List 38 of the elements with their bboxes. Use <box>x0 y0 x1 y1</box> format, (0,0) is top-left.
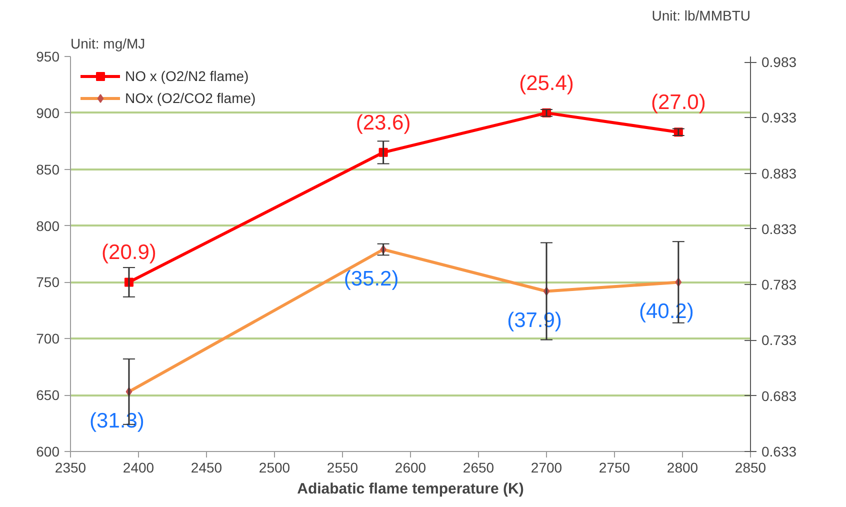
x-tick-label: 2400 <box>122 460 154 476</box>
y-tick-label: 850 <box>36 161 60 178</box>
y2-tick-label: 0.883 <box>762 165 797 182</box>
y2-axis-title: Unit: lb/MMBTU <box>652 8 751 24</box>
x-tick-label: 2800 <box>666 460 698 476</box>
annotation: (23.6) <box>356 111 411 134</box>
y-tick-label: 900 <box>36 104 60 121</box>
annotation: (35.2) <box>344 267 399 290</box>
y2-tick-label: 0.733 <box>762 332 797 348</box>
x-tick-label: 2700 <box>530 460 562 476</box>
y2-tick-label: 0.833 <box>762 220 797 237</box>
y2-tick-label: 0.783 <box>762 276 797 293</box>
y2-tick-label: 0.983 <box>762 54 797 70</box>
x-tick-label: 2350 <box>54 460 86 476</box>
x-tick-label: 2850 <box>734 460 766 476</box>
x-tick-label: 2500 <box>258 460 290 476</box>
y2-tick-label: 0.683 <box>762 388 797 404</box>
x-tick-label: 2550 <box>326 460 358 476</box>
y-tick-label: 950 <box>36 48 60 64</box>
legend-label: NO x (O2/N2 flame) <box>125 68 249 84</box>
y-tick-label: 800 <box>36 218 60 234</box>
x-tick-label: 2600 <box>394 460 426 476</box>
annotation: (31.3) <box>90 410 144 433</box>
y-axis-title: Unit: mg/MJ <box>70 36 146 52</box>
x-tick-label: 2650 <box>462 460 494 476</box>
y-tick-label: 700 <box>36 330 60 347</box>
annotation: (27.0) <box>650 91 706 114</box>
annotation: (20.9) <box>102 241 156 264</box>
y-tick-label: 600 <box>36 444 60 460</box>
y-tick-label: 750 <box>36 274 60 290</box>
annotation: (25.4) <box>519 72 574 95</box>
x-tick-label: 2750 <box>598 460 630 476</box>
x-tick-label: 2450 <box>190 460 222 476</box>
y-tick-label: 650 <box>36 387 60 404</box>
y2-tick-label: 0.933 <box>762 110 797 126</box>
y2-tick-label: 0.633 <box>762 444 797 460</box>
x-axis-title: Adiabatic flame temperature (K) <box>297 480 524 498</box>
legend-label: NOx (O2/CO2 flame) <box>125 90 256 106</box>
